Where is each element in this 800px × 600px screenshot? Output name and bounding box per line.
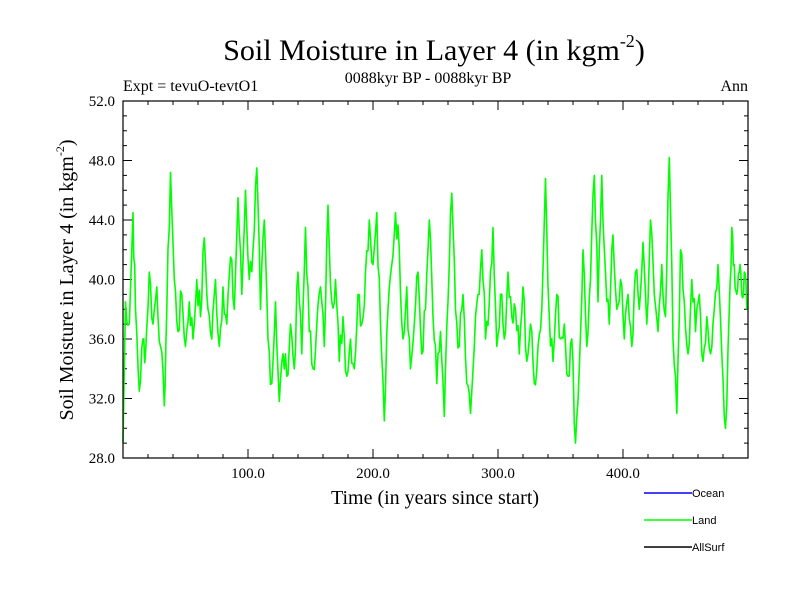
legend: Ocean Land AllSurf	[644, 488, 725, 554]
y-axis-label: Soil Moisture in Layer 4 (in kgm-2)	[53, 139, 78, 420]
chart-title-close: )	[635, 34, 645, 67]
y-axis-label-superscript: -2	[53, 146, 67, 156]
x-tick-label: 300.0	[481, 466, 515, 482]
legend-label-land: Land	[692, 515, 716, 527]
plot-frame	[122, 100, 749, 459]
chart-title: Soil Moisture in Layer 4 (in kgm-2)	[223, 31, 645, 67]
legend-label-allsurf: AllSurf	[692, 542, 725, 554]
x-tick-label: 200.0	[356, 466, 390, 482]
legend-label-ocean: Ocean	[692, 488, 724, 500]
y-tick-label: 44.0	[89, 213, 115, 229]
y-tick-label: 36.0	[89, 332, 115, 348]
y-tick-label: 32.0	[89, 392, 115, 408]
y-tick-label: 52.0	[89, 94, 115, 110]
y-tick-label: 28.0	[89, 451, 115, 467]
season-label: Ann	[720, 78, 748, 95]
series-line-land	[122, 156, 748, 444]
y-axis-label-close: )	[56, 139, 78, 146]
experiment-label: Expt = tevuO-tevtO1	[123, 78, 258, 95]
plot-area: 100.0 200.0 300.0 400.0 28.0 32.0 36.0 40.0 44.0…	[89, 94, 749, 482]
chart-subtitle: 0088kyr BP - 0088kyr BP	[345, 70, 512, 87]
x-tick-label: 400.0	[606, 466, 640, 482]
x-axis-label: Time (in years since start)	[331, 487, 539, 509]
chart-title-superscript: -2	[620, 31, 635, 51]
y-tick-label: 48.0	[89, 154, 115, 170]
x-tick-label: 100.0	[231, 466, 265, 482]
y-tick-label: 40.0	[89, 273, 115, 289]
